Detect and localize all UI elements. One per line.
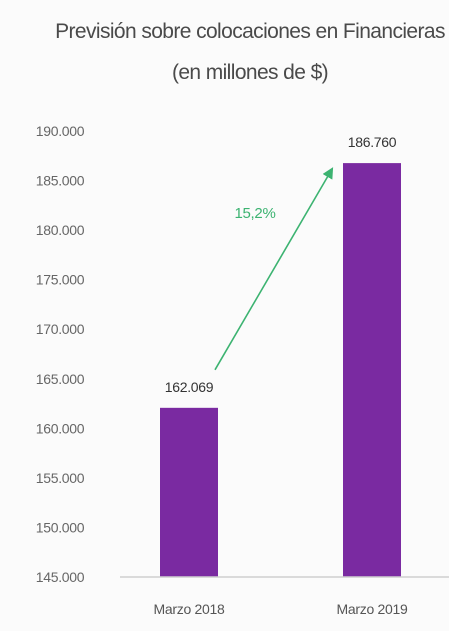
y-tick-label: 180.000 xyxy=(36,222,85,238)
y-tick-label: 145.000 xyxy=(36,569,85,585)
bar xyxy=(343,163,401,577)
bar-value-labels: 162.069 186.760 xyxy=(165,134,397,395)
y-axis-tick-labels: 145.000 150.000 155.000 160.000 165.000 170.0… xyxy=(36,123,85,585)
bar-series xyxy=(160,163,401,577)
y-tick-label: 185.000 xyxy=(36,173,85,189)
chart-subtitle: (en millones de $) xyxy=(172,61,328,84)
y-tick-label: 165.000 xyxy=(36,371,85,387)
y-tick-label: 150.000 xyxy=(36,519,85,535)
x-tick-label: Marzo 2018 xyxy=(154,601,225,617)
x-tick-label: Marzo 2019 xyxy=(337,601,408,617)
y-tick-label: 155.000 xyxy=(36,470,85,486)
x-axis-tick-labels: Marzo 2018 Marzo 2019 xyxy=(154,601,409,617)
bar xyxy=(160,407,218,577)
y-tick-label: 170.000 xyxy=(36,321,85,337)
bar-value-label: 186.760 xyxy=(348,134,397,150)
chart-title: Previsión sobre colocaciones en Financie… xyxy=(55,20,445,43)
y-tick-label: 175.000 xyxy=(36,272,85,288)
y-tick-label: 190.000 xyxy=(36,123,85,139)
growth-arrow xyxy=(214,167,334,371)
growth-percentage-label: 15,2% xyxy=(234,205,275,222)
bar-value-label: 162.069 xyxy=(165,379,214,395)
growth-annotation: 15,2% xyxy=(214,167,334,371)
y-tick-label: 160.000 xyxy=(36,420,85,436)
